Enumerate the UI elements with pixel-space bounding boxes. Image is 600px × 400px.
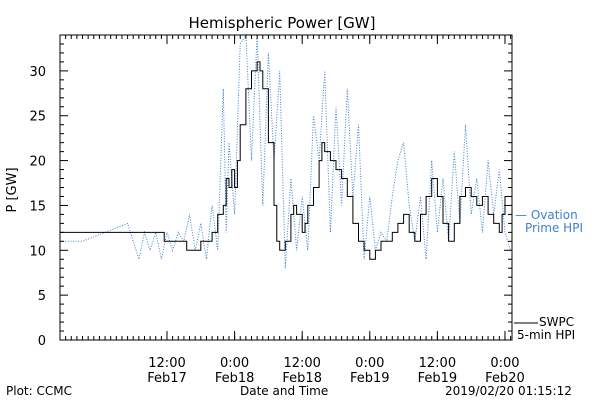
swpc-legend-line2: 5-min HPI (517, 328, 576, 342)
chart-title: Hemispheric Power [GW] (189, 14, 376, 32)
x-tick-label-date: Feb18 (215, 371, 255, 386)
y-tick-label: 20 (29, 155, 46, 170)
y-tick-label: 25 (29, 110, 46, 125)
x-tick-label-date: Feb18 (282, 371, 322, 386)
x-tick-label-time: 0:00 (355, 356, 384, 371)
plot-frame (59, 34, 513, 341)
series-layer (60, 33, 512, 269)
x-tick-label-time: 12:00 (419, 356, 456, 371)
x-tick-label-date: Feb20 (485, 371, 525, 386)
plot-credit: Plot: CCMC (6, 384, 72, 398)
x-tick-label-time: 0:00 (490, 356, 519, 371)
y-tick-label: 5 (38, 289, 46, 304)
y-axis-label: P [GW] (5, 167, 20, 212)
ticks-layer: 05101520253012:00Feb170:00Feb1812:00Feb1… (29, 34, 525, 386)
ovation-legend-line2: Prime HPI (525, 221, 583, 235)
x-tick-label-time: 12:00 (283, 356, 320, 371)
x-tick-label-date: Feb19 (418, 371, 458, 386)
x-tick-label-date: Feb19 (350, 371, 390, 386)
x-tick-label-date: Feb17 (147, 371, 187, 386)
y-tick-label: 30 (29, 65, 46, 80)
plot-timestamp: 2019/02/20 01:15:12 (445, 384, 572, 398)
swpc-hpi-line (60, 61, 512, 260)
y-tick-label: 0 (38, 334, 46, 349)
y-tick-label: 10 (29, 244, 46, 259)
ovation-prime-hpi-line (60, 33, 512, 269)
swpc-legend: SWPC 5-min HPI (515, 316, 575, 342)
y-tick-label: 15 (29, 199, 46, 214)
ovation-legend: — Ovation Prime HPI (515, 209, 583, 235)
ovation-legend-line1: — Ovation (515, 208, 578, 222)
x-tick-label-time: 12:00 (148, 356, 185, 371)
swpc-legend-line1: SWPC (539, 315, 575, 329)
x-axis-label: Date and Time (240, 384, 329, 398)
x-tick-label-time: 0:00 (220, 356, 249, 371)
